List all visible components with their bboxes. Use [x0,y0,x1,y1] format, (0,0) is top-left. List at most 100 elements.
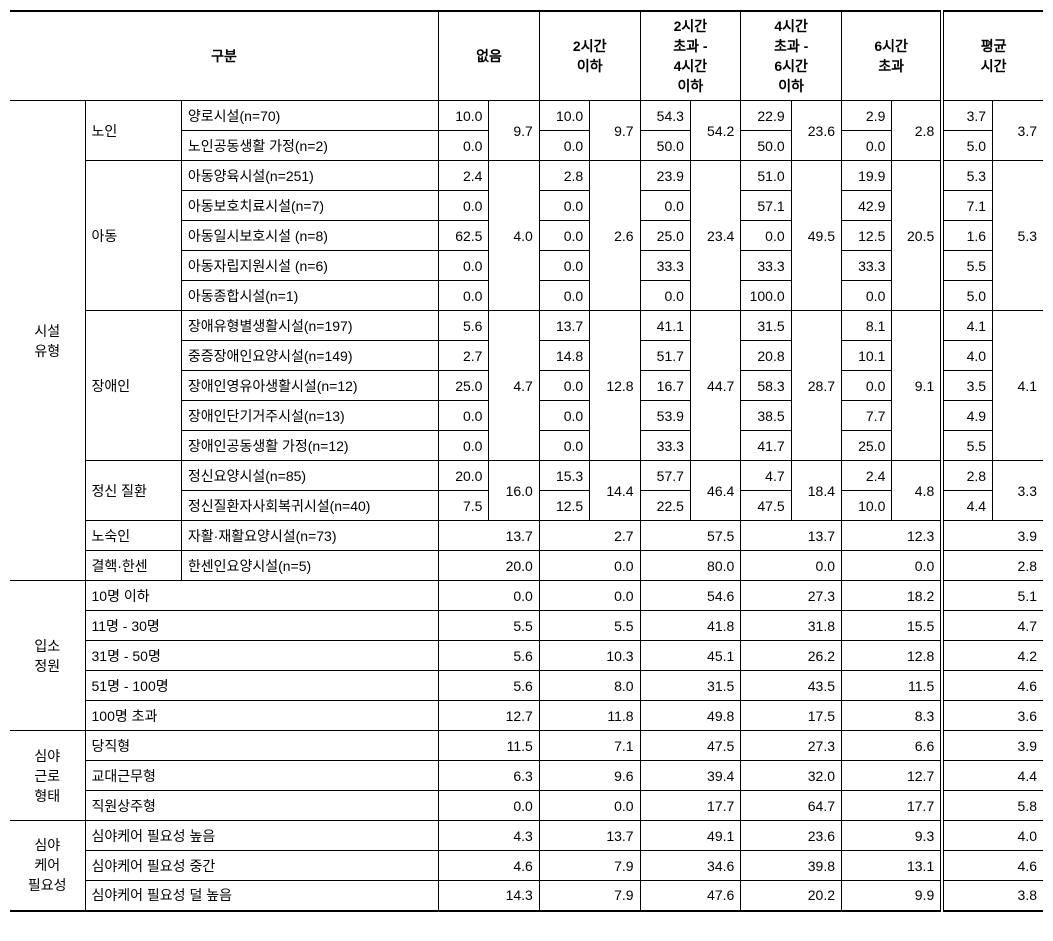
cell-value: 4.1 [942,311,992,341]
cell-value: 64.7 [741,791,842,821]
cell-value: 2.8 [942,461,992,491]
cell-value: 7.9 [539,881,640,911]
table-row: 입소 정원10명 이하0.00.054.627.318.25.1 [10,581,1043,611]
data-table: 구분 없음 2시간 이하 2시간 초과 - 4시간 이하 4시간 초과 - 6시… [10,10,1043,912]
cell-value: 45.1 [640,641,741,671]
row-label: 자활·재활요양시설(n=73) [181,521,438,551]
cell-value: 13.7 [439,521,540,551]
subgroup-label: 노숙인 [85,521,181,551]
cell-subtotal: 28.7 [791,311,841,461]
cell-value: 3.8 [942,881,1043,911]
cell-value: 0.0 [842,131,892,161]
cell-subtotal: 23.6 [791,101,841,161]
cell-value: 25.0 [640,221,690,251]
cell-value: 31.8 [741,611,842,641]
group-label: 입소 정원 [10,581,85,731]
table-row: 심야 근로 형태당직형11.57.147.527.36.63.9 [10,731,1043,761]
row-label: 장애인단기거주시설(n=13) [181,401,438,431]
cell-subtotal: 4.8 [892,461,942,521]
cell-subtotal: 14.4 [590,461,640,521]
row-label: 51명 - 100명 [85,671,439,701]
cell-value: 0.0 [640,281,690,311]
hdr-c2: 2시간 이하 [539,11,640,101]
row-label: 중증장애인요양시설(n=149) [181,341,438,371]
cell-value: 5.0 [942,131,992,161]
cell-value: 0.0 [439,401,489,431]
cell-value: 33.3 [741,251,791,281]
cell-value: 7.9 [539,851,640,881]
cell-value: 0.0 [439,131,489,161]
cell-value: 0.0 [439,251,489,281]
cell-value: 17.5 [741,701,842,731]
cell-value: 0.0 [439,431,489,461]
cell-value: 3.6 [942,701,1043,731]
cell-value: 15.3 [539,461,589,491]
cell-value: 6.3 [439,761,540,791]
cell-value: 20.8 [741,341,791,371]
table-row: 교대근무형6.39.639.432.012.74.4 [10,761,1043,791]
cell-value: 9.9 [842,881,943,911]
table-row: 장애인장애유형별생활시설(n=197)5.64.713.712.841.144.… [10,311,1043,341]
cell-value: 5.5 [942,431,992,461]
cell-value: 12.8 [842,641,943,671]
row-label: 심야케어 필요성 중간 [85,851,439,881]
cell-value: 33.3 [640,251,690,281]
group-label: 심야 케어 필요성 [10,821,85,911]
cell-value: 7.1 [539,731,640,761]
cell-value: 4.0 [942,821,1043,851]
hdr-c3: 2시간 초과 - 4시간 이하 [640,11,741,101]
cell-value: 0.0 [539,191,589,221]
cell-value: 12.3 [842,521,943,551]
cell-value: 9.6 [539,761,640,791]
table-row: 심야케어 필요성 덜 높음14.37.947.620.29.93.8 [10,881,1043,911]
cell-value: 39.4 [640,761,741,791]
row-label: 아동일시보호시설 (n=8) [181,221,438,251]
cell-value: 49.8 [640,701,741,731]
cell-value: 10.0 [539,101,589,131]
table-row: 직원상주형0.00.017.764.717.75.8 [10,791,1043,821]
cell-value: 2.7 [439,341,489,371]
cell-value: 43.5 [741,671,842,701]
cell-value: 42.9 [842,191,892,221]
subgroup-label: 정신 질환 [85,461,181,521]
cell-value: 80.0 [640,551,741,581]
cell-value: 7.1 [942,191,992,221]
group-label: 심야 근로 형태 [10,731,85,821]
cell-value: 41.1 [640,311,690,341]
cell-subtotal: 20.5 [892,161,942,311]
cell-value: 23.6 [741,821,842,851]
cell-value: 7.5 [439,491,489,521]
row-label: 아동종합시설(n=1) [181,281,438,311]
cell-value: 5.6 [439,311,489,341]
table-row: 심야 케어 필요성심야케어 필요성 높음4.313.749.123.69.34.… [10,821,1043,851]
row-label: 심야케어 필요성 덜 높음 [85,881,439,911]
cell-value: 14.8 [539,341,589,371]
cell-subtotal: 23.4 [690,161,740,311]
cell-value: 4.3 [439,821,540,851]
cell-value: 5.5 [539,611,640,641]
row-label: 장애인영유아생활시설(n=12) [181,371,438,401]
row-label: 아동양육시설(n=251) [181,161,438,191]
cell-value: 4.7 [741,461,791,491]
cell-value: 0.0 [640,191,690,221]
cell-value: 17.7 [640,791,741,821]
cell-value: 57.7 [640,461,690,491]
cell-value: 0.0 [539,431,589,461]
cell-value: 62.5 [439,221,489,251]
cell-value: 0.0 [539,281,589,311]
row-label: 정신질환자사회복귀시설(n=40) [181,491,438,521]
cell-value: 54.6 [640,581,741,611]
row-label: 100명 초과 [85,701,439,731]
cell-subtotal: 2.8 [892,101,942,161]
cell-value: 0.0 [539,791,640,821]
cell-value: 25.0 [439,371,489,401]
cell-value: 0.0 [539,401,589,431]
cell-subtotal: 9.7 [489,101,539,161]
cell-value: 0.0 [539,551,640,581]
cell-value: 10.3 [539,641,640,671]
cell-subtotal: 46.4 [690,461,740,521]
cell-value: 50.0 [741,131,791,161]
cell-subtotal: 5.3 [993,161,1043,311]
table-row: 11명 - 30명5.55.541.831.815.54.7 [10,611,1043,641]
row-label: 교대근무형 [85,761,439,791]
